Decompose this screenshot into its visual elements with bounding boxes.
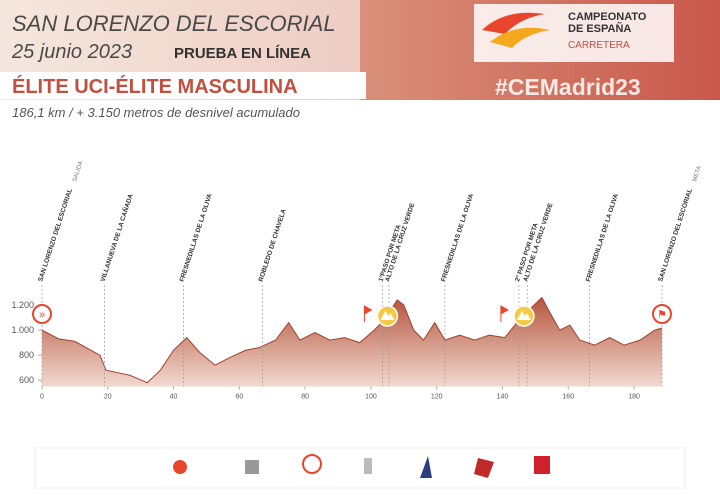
profile-area	[42, 297, 662, 387]
waypoint-label: VILLANUEVA DE LA CAÑADA	[98, 192, 135, 282]
sponsor-logo	[420, 456, 432, 478]
x-tick-label: 120	[431, 394, 443, 401]
flag	[363, 305, 373, 322]
waypoint-label: SAN LORENZO DEL ESCORIAL	[657, 188, 694, 283]
sponsor-logos	[173, 454, 550, 478]
waypoint-note: META	[692, 165, 703, 182]
x-tick-label: 0	[40, 394, 44, 401]
sponsor-logo	[534, 456, 550, 474]
x-tick-label: 60	[235, 394, 243, 401]
kom-icon	[516, 311, 531, 320]
kom-icon	[380, 311, 395, 320]
logo-swoosh	[490, 27, 550, 48]
logo-text: DE ESPAÑA	[568, 22, 631, 35]
marker-icon: ⚑	[657, 309, 667, 321]
logo-text: CAMPEONATO	[568, 11, 647, 23]
waypoint-note: SALIDA	[72, 160, 84, 182]
waypoint-label: FRESNEDILLAS DE LA OLIVA	[179, 193, 214, 283]
details: 186,1 km / + 3.150 metros de desnivel ac…	[12, 105, 300, 120]
sponsor-logo	[302, 454, 322, 474]
profile-chart: 600 800 1.000 1.200 0 20 40 60 80 100 120 140 160 180…	[11, 160, 702, 400]
sponsor-logo	[364, 458, 372, 474]
waypoint-label: FRESNEDILLAS DE LA OLIVA	[585, 193, 620, 283]
flag	[500, 305, 509, 322]
logo-swoosh	[482, 12, 545, 34]
x-tick-label: 80	[301, 394, 309, 401]
waypoint-label: ROBLEDO DE CHAVELA	[258, 208, 288, 283]
waypoint-label: FRESNEDILLAS DE LA OLIVA	[440, 193, 475, 283]
y-tick-label: 600	[19, 375, 34, 385]
logo-text: CARRETERA	[568, 40, 630, 51]
waypoint-label: ALTO DE LA CRUZ VERDE	[384, 202, 416, 283]
sponsor-logo	[245, 460, 259, 474]
marker	[32, 304, 52, 324]
date: 25 junio 2023	[11, 41, 132, 63]
sponsor-logo	[173, 460, 187, 474]
x-tick-label: 100	[365, 394, 377, 401]
x-tick-label: 20	[104, 394, 112, 401]
y-tick-label: 800	[19, 350, 34, 360]
x-tick-label: 180	[628, 394, 640, 401]
hashtag: #CEMadrid23	[495, 74, 641, 100]
marker	[652, 304, 672, 324]
y-tick-label: 1.000	[11, 325, 34, 335]
x-tick-label: 40	[170, 394, 178, 401]
title: SAN LORENZO DEL ESCORIAL	[12, 11, 336, 36]
sponsor-logo	[474, 458, 494, 478]
marker-icon: »	[39, 309, 45, 321]
waypoint-label: SAN LORENZO DEL ESCORIAL	[37, 188, 74, 283]
sponsor-bar	[34, 447, 686, 489]
y-tick-label: 1.200	[11, 300, 34, 310]
x-tick-label: 140	[497, 394, 509, 401]
details-box	[0, 100, 720, 130]
x-tick-label: 160	[562, 394, 574, 401]
category: ÉLITE UCI-ÉLITE MASCULINA	[12, 75, 298, 98]
category-box	[0, 72, 366, 99]
race-type: PRUEBA EN LÍNEA	[174, 45, 311, 62]
